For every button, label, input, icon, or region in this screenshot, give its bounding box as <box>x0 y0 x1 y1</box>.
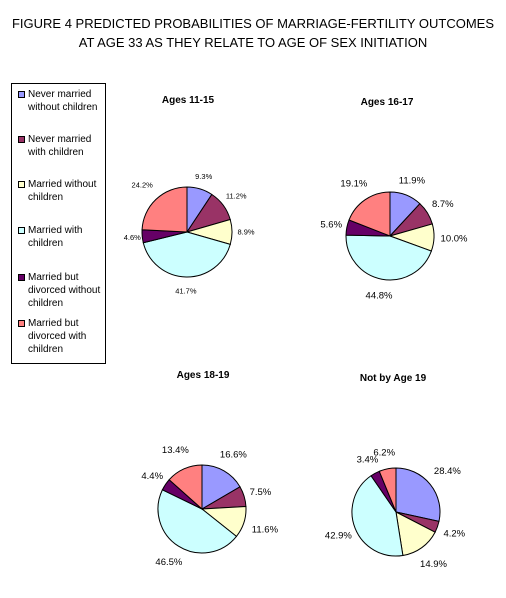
slice-label: 42.9% <box>325 530 352 541</box>
legend-label: Married without children <box>28 178 108 204</box>
pie-slice <box>142 231 231 278</box>
legend-label-line: Married without <box>28 179 97 190</box>
pie-title: Ages 18-19 <box>176 370 230 381</box>
slice-label: 13.4% <box>162 445 189 456</box>
pie-title: Not by Age 19 <box>359 373 427 384</box>
pie-slice <box>378 467 397 513</box>
slice-label: 6.2% <box>373 448 395 459</box>
legend-swatch <box>18 227 25 234</box>
pie-chart: 11.9% 8.7% 10.0% 44.8% 5.6% 19.1% <box>320 176 468 302</box>
pie-chart: 9.3% 11.2% 8.9% 41.7% 4.6% 24.2% <box>124 172 255 296</box>
pie-slice <box>345 234 432 281</box>
legend-label: Married but divorced with children <box>28 317 108 356</box>
slice-label: 3.4% <box>357 455 379 466</box>
legend-swatch <box>18 136 25 143</box>
legend-label-line: divorced without <box>28 285 101 296</box>
legend-label-line: divorced with <box>28 331 87 342</box>
pie-title: Ages 11-15 <box>161 95 215 106</box>
pie-slice <box>157 489 238 554</box>
slice-label: 4.4% <box>141 471 163 482</box>
slice-label: 7.5% <box>250 487 272 498</box>
slice-label: 8.9% <box>237 228 254 237</box>
legend-swatch <box>18 91 25 98</box>
pie-slice <box>141 186 188 233</box>
legend-label-line: children <box>28 298 64 309</box>
legend-label: Never married without children <box>28 88 108 114</box>
legend-label-line: Never married <box>28 134 92 145</box>
slice-label: 11.6% <box>252 524 279 535</box>
legend-label-line: Married but <box>28 318 79 329</box>
pie-chart: 16.6% 7.5% 11.6% 46.5% 4.4% 13.4% <box>141 445 278 568</box>
slice-label: 41.7% <box>175 287 197 296</box>
legend-label-line: children <box>28 344 64 355</box>
slice-label: 5.6% <box>320 220 342 231</box>
slice-label: 19.1% <box>340 179 367 190</box>
legend-label: Married with children <box>28 224 108 250</box>
legend-label-line: Married with <box>28 225 83 236</box>
slice-label: 10.0% <box>441 234 468 245</box>
pie-slice <box>395 467 441 522</box>
pie-slice <box>168 464 203 511</box>
legend-label-line: Married but <box>28 272 79 283</box>
legend-label: Never married with children <box>28 133 108 159</box>
pie-slice <box>201 464 241 510</box>
slice-label: 44.8% <box>366 290 393 301</box>
chart-title: FIGURE 4 PREDICTED PROBABILITIES OF MARR… <box>0 14 506 52</box>
legend: Never married without children Never marri… <box>11 83 106 364</box>
slice-label: 4.2% <box>443 528 465 539</box>
legend-label-line: children <box>28 192 64 203</box>
slice-label: 46.5% <box>155 557 182 568</box>
legend-label: Married but divorced without children <box>28 271 108 310</box>
pie-slice <box>351 475 404 557</box>
chart-title-line-1: FIGURE 4 PREDICTED PROBABILITIES OF MARR… <box>11 16 495 31</box>
slice-label: 28.4% <box>434 466 461 477</box>
slice-label: 24.2% <box>132 181 154 190</box>
legend-label-line: without children <box>28 102 98 113</box>
slice-label: 11.2% <box>226 192 247 201</box>
slice-label: 11.9% <box>399 176 426 187</box>
pie-title: Ages 16-17 <box>360 97 414 108</box>
legend-label-line: Never married <box>28 89 92 100</box>
pie-slice <box>348 191 391 237</box>
slice-label: 14.9% <box>420 559 447 570</box>
legend-label-line: children <box>28 238 64 249</box>
legend-swatch <box>18 320 25 327</box>
slice-label: 4.6% <box>124 233 141 242</box>
legend-swatch <box>18 181 25 188</box>
slice-label: 16.6% <box>220 450 247 461</box>
legend-label-line: with children <box>28 147 84 158</box>
pie-chart: 28.4% 4.2% 14.9% 42.9% 3.4%6.2% <box>325 448 466 571</box>
slice-label: 9.3% <box>195 172 212 181</box>
slice-label: 8.7% <box>432 199 454 210</box>
chart-title-line-2: AT AGE 33 AS THEY RELATE TO AGE OF SEX I… <box>78 35 428 50</box>
legend-swatch <box>18 274 25 281</box>
